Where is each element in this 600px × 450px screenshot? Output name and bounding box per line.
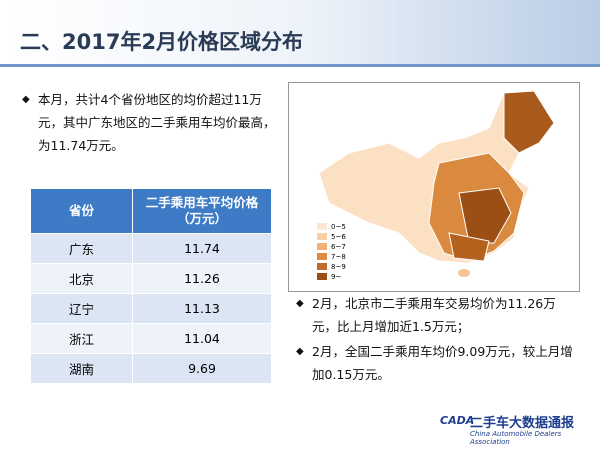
table-row: 辽宁 11.13 <box>30 293 272 324</box>
table-cell: 辽宁 <box>30 293 133 324</box>
legend-swatch <box>317 263 327 270</box>
legend-swatch <box>317 233 327 240</box>
table-row: 北京 11.26 <box>30 263 272 294</box>
bullet: 本月，共计4个省份地区的均价超过11万元，其中广东地区的二手乘用车均价最高，为1… <box>22 88 282 157</box>
legend-label: 9~ <box>331 273 341 281</box>
table-cell: 北京 <box>30 263 133 294</box>
map-northeast <box>503 90 555 154</box>
association: China Automobile Dealers Association <box>470 430 562 446</box>
table-row: 湖南 9.69 <box>30 353 272 384</box>
legend-label: 8~9 <box>331 263 346 271</box>
rule <box>0 64 600 67</box>
map-shape: 0~5 5~6 6~7 7~8 8~9 9~ <box>317 90 555 281</box>
table-cell: 湖南 <box>30 353 133 384</box>
logo: CADA <box>440 414 475 427</box>
legend-label: 0~5 <box>331 223 346 231</box>
table-cell: 11.74 <box>132 233 272 264</box>
legend-swatch <box>317 243 327 250</box>
table-cell: 广东 <box>30 233 133 264</box>
price-table: 省份 二手乘用车平均价格（万元） 广东 11.74 北京 11.26 辽宁 11.13 浙江 11… <box>30 188 272 384</box>
table-cell: 9.69 <box>132 353 272 384</box>
bullet: 2月，北京市二手乘用车交易均价为11.26万元，比上月增加近1.5万元； <box>296 292 574 338</box>
table-cell: 11.26 <box>132 263 272 294</box>
legend-label: 6~7 <box>331 243 346 251</box>
legend-swatch <box>317 223 327 230</box>
map-east <box>458 187 512 244</box>
bullet: 2月，全国二手乘用车均价9.09万元，较上月增加0.15万元。 <box>296 340 574 386</box>
legend-label: 5~6 <box>331 233 346 241</box>
table-header: 二手乘用车平均价格（万元） <box>132 188 272 234</box>
table-row: 浙江 11.04 <box>30 323 272 354</box>
brand: 二手车大数据通报 <box>470 416 575 431</box>
map: 0~5 5~6 6~7 7~8 8~9 9~ <box>288 82 580 292</box>
table-cell: 11.13 <box>132 293 272 324</box>
map-south <box>448 232 490 262</box>
table-row: 广东 11.74 <box>30 233 272 264</box>
map-island <box>458 269 470 277</box>
legend-label: 7~8 <box>331 253 346 261</box>
table-cell: 浙江 <box>30 323 133 354</box>
legend-swatch <box>317 253 327 260</box>
title: 二、2017年2月价格区域分布 <box>20 30 304 54</box>
table-header: 省份 <box>30 188 133 234</box>
header: 二、2017年2月价格区域分布 <box>0 0 600 64</box>
legend-swatch <box>317 273 327 280</box>
table-cell: 11.04 <box>132 323 272 354</box>
